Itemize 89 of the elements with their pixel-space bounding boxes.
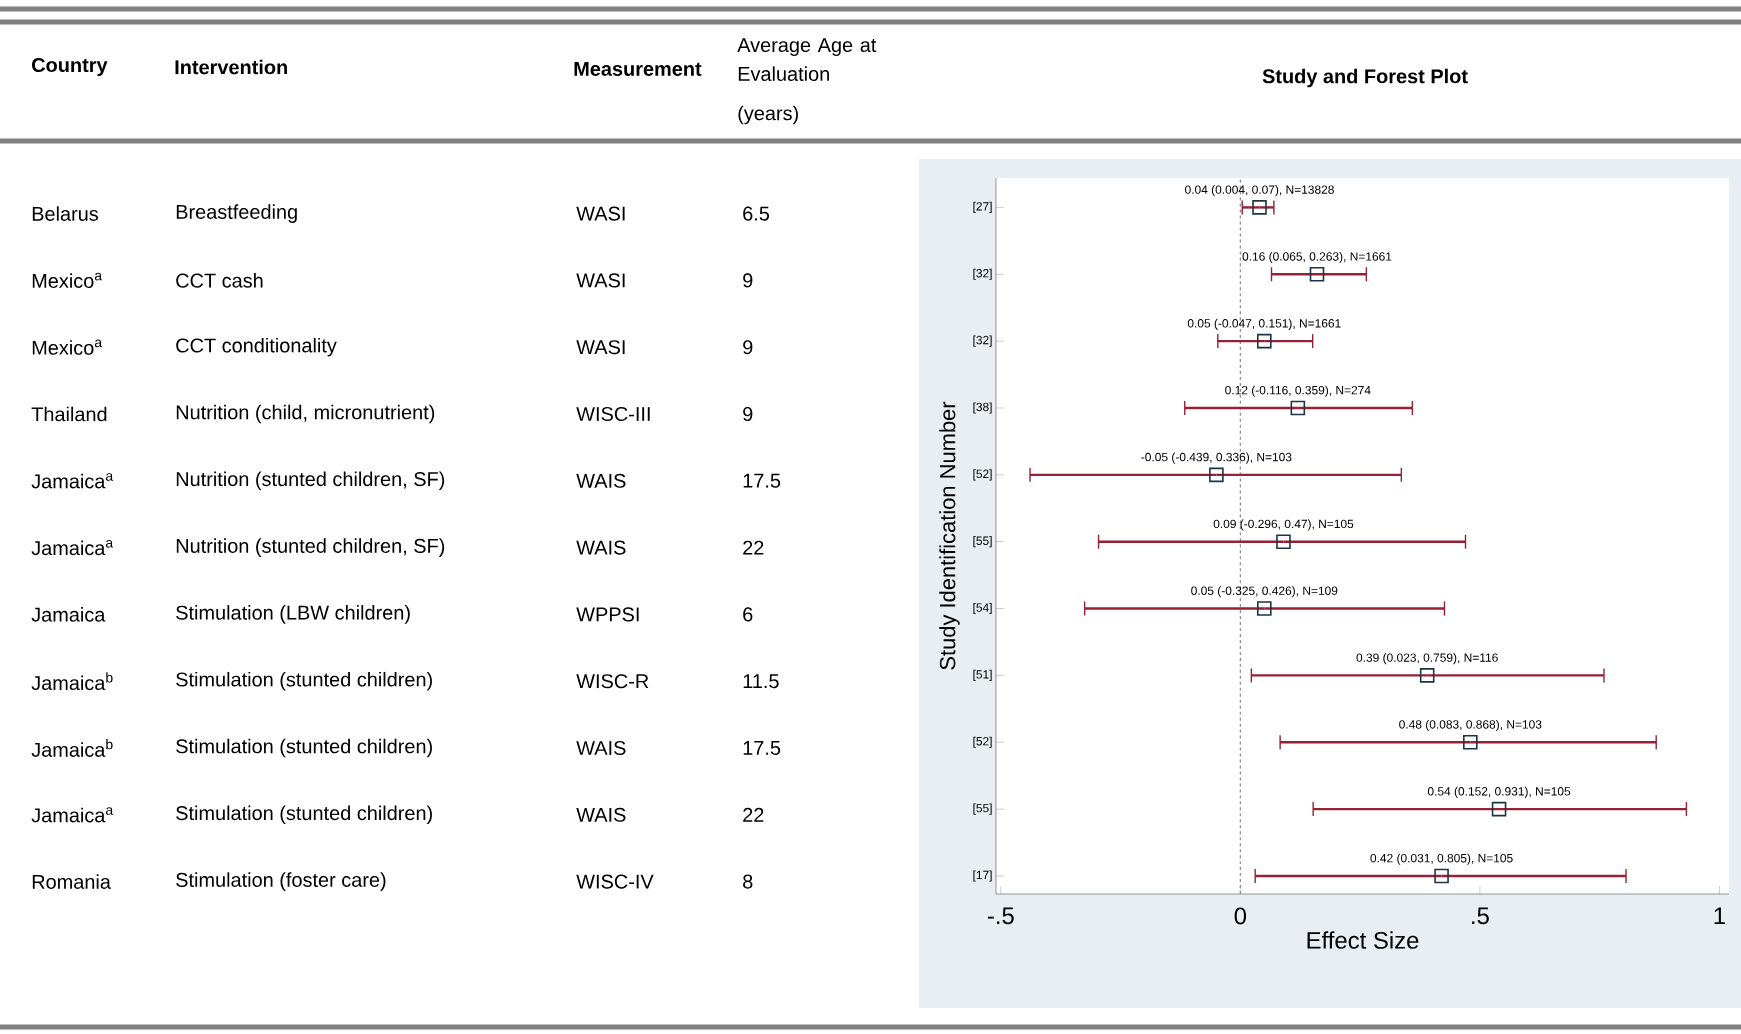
data-label: 0.09 (-0.296, 0.47), N=105 xyxy=(1213,519,1354,531)
data-label: 0.05 (-0.325, 0.426), N=109 xyxy=(1191,586,1338,598)
data-label: 0.16 (0.065, 0.263), N=1661 xyxy=(1242,251,1392,264)
y-tick-label: [38] xyxy=(973,402,992,414)
text: WASI xyxy=(576,206,625,221)
text: Stimulation (foster care) xyxy=(176,872,386,891)
text: CCT conditionality xyxy=(176,337,337,357)
y-tick-label: [52] xyxy=(973,469,992,481)
text: 17.5 xyxy=(743,473,781,488)
text: Nutrition (stunted children, SF) xyxy=(176,471,445,491)
text: Nutrition (child, micronutrient) xyxy=(176,404,435,424)
text: WASI xyxy=(576,273,625,288)
point xyxy=(1209,467,1224,483)
text: Breastfeeding xyxy=(176,204,297,223)
text: WAIS xyxy=(576,807,626,822)
text: 9 xyxy=(743,273,753,288)
text: Stimulation (stunted children) xyxy=(176,805,432,825)
point xyxy=(1276,534,1291,549)
y-tick-label: [55] xyxy=(973,803,992,815)
x-tick-label: 0 xyxy=(1234,907,1247,925)
point xyxy=(1257,333,1272,349)
y-tick-label: [17] xyxy=(973,870,992,882)
point xyxy=(1290,400,1306,416)
point xyxy=(1252,200,1267,215)
text: Stimulation (LBW children) xyxy=(176,605,410,624)
text: Intervention xyxy=(175,59,287,75)
text: Mexico$^{a}$ xyxy=(32,339,103,355)
text: Country xyxy=(32,57,108,77)
y-tick-label: [51] xyxy=(973,669,992,681)
text: WAIS xyxy=(576,740,626,756)
text: Jamaica$^{a}$ xyxy=(31,473,114,489)
x-tick-label: 1 xyxy=(1714,907,1725,924)
text: 6.5 xyxy=(743,206,770,221)
point xyxy=(1463,734,1478,750)
point xyxy=(1434,868,1449,884)
text: Romania xyxy=(32,874,111,889)
text: Average Age at Evaluation xyxy=(737,38,877,81)
point xyxy=(1491,801,1507,817)
point xyxy=(1419,668,1435,683)
y-tick-label: [55] xyxy=(973,536,992,548)
text: 22 xyxy=(743,540,764,555)
text: Jamaica$^{a}$ xyxy=(31,807,114,823)
x-tick-label: -.5 xyxy=(987,907,1014,925)
text: Stimulation (stunted children) xyxy=(176,671,432,691)
text: Nutrition (stunted children, SF) xyxy=(176,538,445,557)
y-tick-label: [52] xyxy=(973,736,992,748)
text: WISC-IV xyxy=(576,874,654,889)
text: WAIS xyxy=(576,540,626,555)
text: 8 xyxy=(743,874,753,889)
text: 9 xyxy=(743,340,753,355)
text: 17.5 xyxy=(743,741,781,755)
x-axis-title: Effect Size xyxy=(1307,931,1419,949)
x-tick-label: .5 xyxy=(1472,907,1489,925)
text: Jamaica xyxy=(31,607,106,622)
text: Jamaica$^{a}$ xyxy=(31,539,114,556)
data-label: 0.04 (0.004, 0.07), N=13828 xyxy=(1185,185,1334,197)
point xyxy=(1309,266,1325,282)
data-label: 0.42 (0.031, 0.805), N=105 xyxy=(1370,853,1513,865)
text: WAIS xyxy=(576,473,626,488)
data-label: 0.12 (-0.116, 0.359), N=274 xyxy=(1225,385,1371,397)
data-label: 0.39 (0.023, 0.759), N=116 xyxy=(1356,653,1498,665)
y-axis-title: Study Identification Number xyxy=(939,401,960,670)
y-tick-label: [32] xyxy=(973,268,992,280)
text: Stimulation (stunted children) xyxy=(176,738,432,758)
y-tick-label: [27] xyxy=(973,201,992,213)
text: Jamaica$^{b}$ xyxy=(31,672,113,691)
data-label: 0.54 (0.152, 0.931), N=105 xyxy=(1427,786,1571,798)
text: Belarus xyxy=(32,206,99,221)
text: 22 xyxy=(743,807,764,822)
y-tick-label: [32] xyxy=(973,335,992,347)
text: WPPSI xyxy=(576,607,639,622)
text: WISC-III xyxy=(576,406,650,422)
text: 9 xyxy=(743,406,753,422)
text: Thailand xyxy=(31,406,107,422)
text: 6 xyxy=(743,607,753,622)
point xyxy=(1257,601,1272,616)
y-tick-label: [54] xyxy=(973,602,992,615)
text: WISC-R xyxy=(576,674,649,689)
chart-title: Study and Forest Plot xyxy=(1262,68,1468,88)
text: 11.5 xyxy=(743,674,779,689)
text: CCT cash xyxy=(176,273,263,288)
text: Jamaica$^{b}$ xyxy=(31,739,113,757)
text: (years) xyxy=(738,105,798,125)
data-label: 0.05 (-0.047, 0.151), N=1661 xyxy=(1187,318,1341,330)
data-label: -0.05 (-0.439, 0.336), N=103 xyxy=(1141,452,1292,464)
text: Mexico$^{a}$ xyxy=(32,272,103,288)
text: WASI xyxy=(576,340,625,355)
data-label: 0.48 (0.083, 0.868), N=103 xyxy=(1399,719,1542,732)
text: Measurement xyxy=(574,62,702,76)
